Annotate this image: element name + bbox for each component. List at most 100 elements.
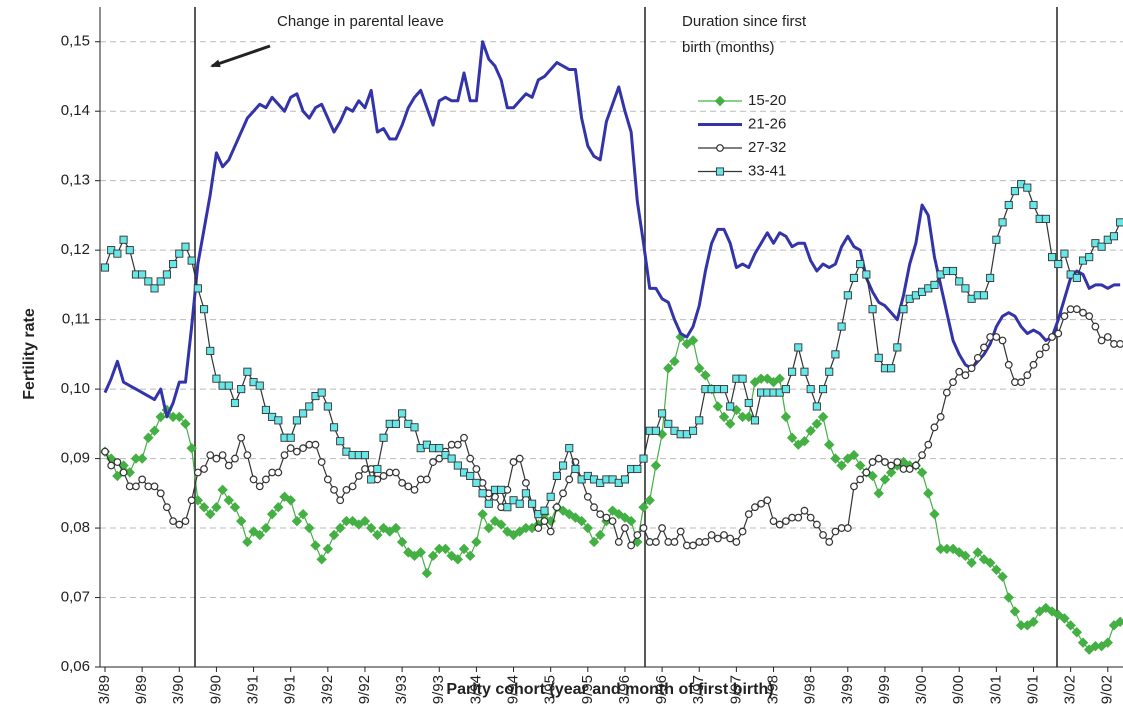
point [212,454,221,463]
point [899,305,908,314]
point [410,485,419,494]
point [1054,329,1063,338]
point [528,499,537,508]
point [694,363,705,374]
point [744,398,753,408]
point [812,520,821,529]
point [138,475,147,484]
point [873,488,884,499]
point [1085,253,1094,262]
point [817,411,829,423]
point [613,508,624,520]
point [763,496,772,505]
point [961,284,970,293]
point [136,453,148,464]
point [991,564,1002,575]
point [260,522,272,534]
point [360,451,370,460]
point [836,460,847,471]
y-tick-label: 0,07 [61,588,90,605]
point [285,495,296,506]
point [1116,218,1123,227]
point [392,468,400,477]
point [824,439,835,450]
point [652,538,660,546]
point [627,541,636,550]
point [559,461,568,470]
point [1103,333,1112,341]
point [396,536,408,548]
point [286,444,295,453]
x-tick-label: 9/89 [133,675,150,704]
point [1077,637,1089,648]
point [594,529,606,541]
point [639,454,648,463]
point [720,531,728,539]
x-tick-label: 3/00 [913,675,930,704]
point [744,510,753,519]
point [466,454,475,463]
point [794,513,803,522]
x-tick-label: 9/01 [1024,675,1041,704]
point [830,453,841,464]
point [588,536,600,548]
series-line [103,40,1121,419]
point [156,489,165,498]
point [856,260,865,269]
y-tick-label: 0,10 [61,380,90,397]
point [1048,253,1057,262]
point [354,472,363,480]
x-tick-label: 3/91 [245,675,262,704]
y-tick-label: 0,12 [61,241,90,258]
point [101,447,109,456]
point [342,485,351,494]
legend-title: birth (months) [682,39,775,56]
point [868,305,877,314]
point [689,541,697,550]
x-tick-label: 9/02 [1099,675,1116,704]
point [806,513,815,522]
point [960,550,971,562]
point [942,388,951,397]
point [658,524,666,532]
point [812,402,821,411]
point [460,433,468,442]
point [923,488,934,499]
point [218,451,227,460]
point [639,524,648,532]
point [534,524,543,532]
point [297,508,309,520]
point [825,538,834,546]
x-tick-label: 3/98 [764,675,781,704]
point [1023,371,1032,380]
point [565,475,574,484]
point [156,277,165,286]
legend-title: Duration since first [682,13,807,30]
point [1029,200,1038,210]
point [193,284,202,293]
point [806,385,815,394]
point [299,444,307,453]
point [552,471,561,480]
point [242,536,253,548]
point [743,411,754,423]
x-tick-label: 9/97 [727,675,744,704]
point [373,464,382,474]
point [911,461,920,470]
point [150,284,159,293]
point [1028,616,1039,628]
point [905,465,914,473]
point [223,495,235,506]
point [689,426,698,435]
point [119,468,128,477]
point [582,522,594,534]
point [738,527,747,536]
point [701,538,710,546]
point [992,235,1001,244]
point [155,411,166,423]
point [986,273,995,282]
y-tick-label: 0,08 [61,519,90,536]
point [199,305,209,314]
x-tick-label: 3/92 [319,675,336,704]
point [273,502,284,513]
